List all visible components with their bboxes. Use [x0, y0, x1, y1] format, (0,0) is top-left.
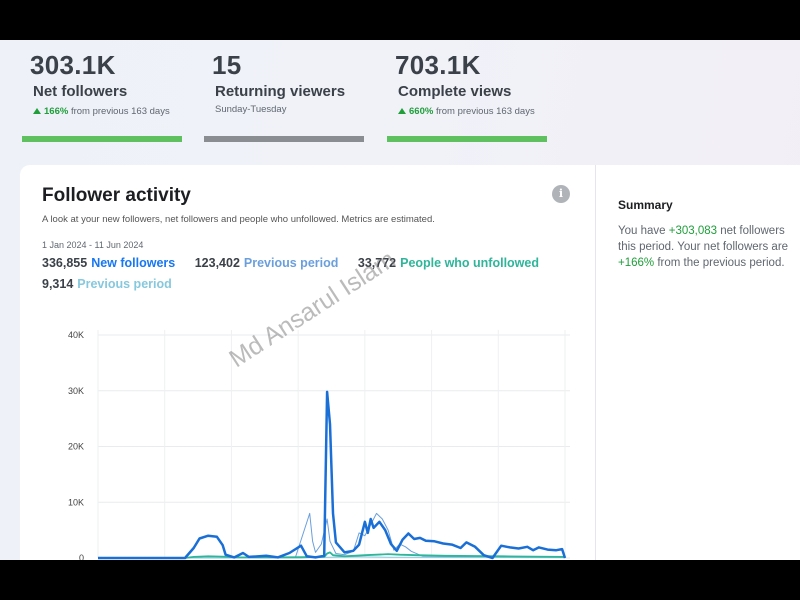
stat-label: Net followers [33, 83, 128, 100]
follower-activity-card: Follower activity i A look at your new f… [20, 165, 595, 560]
stat-value: 15 [212, 50, 242, 80]
legend-row: 9,314 Previous period [42, 277, 172, 291]
y-tick-label: 20K [68, 442, 84, 452]
y-tick-label: 40K [68, 330, 84, 340]
info-icon[interactable]: i [552, 185, 570, 203]
stat-complete-views[interactable]: 703.1K Complete views 660% from previous… [387, 50, 555, 142]
stat-label: Complete views [398, 83, 512, 100]
stat-change-percent: 660% [409, 106, 434, 117]
summary-net-followers-value: +303,083 [668, 225, 718, 237]
y-tick-label: 30K [68, 386, 84, 396]
arrow-up-icon [33, 108, 41, 114]
stat-indicator-bar [22, 136, 182, 142]
legend-value: 336,855 [42, 256, 88, 270]
legend-item-previous-period[interactable]: 123,402 Previous period [195, 256, 339, 270]
screen: 303.1K Net followers 166% from previous … [0, 40, 800, 560]
legend-value: 9,314 [42, 277, 74, 291]
date-range: 1 Jan 2024 - 11 Jun 2024 [42, 240, 144, 250]
summary-text-part: from the previous period. [654, 257, 785, 269]
legend-label: Previous period [77, 277, 172, 291]
legend-item-new-followers[interactable]: 336,855 New followers [42, 256, 175, 270]
stat-change-text: from previous 163 days [435, 106, 535, 117]
card-description: A look at your new followers, net follow… [42, 214, 435, 225]
series-line [98, 390, 567, 560]
legend-value: 33,772 [357, 256, 397, 270]
series-line [98, 512, 566, 559]
stat-subtext: Sunday-Tuesday [215, 104, 287, 115]
stat-indicator-bar [387, 136, 547, 142]
legend-item-unfollowed[interactable]: 33,772 People who unfollowed [358, 256, 539, 270]
legend-label: People who unfollowed [400, 256, 539, 270]
stat-value: 703.1K [395, 50, 481, 80]
legend-row: 336,855 New followers 123,402 Previous per… [42, 256, 539, 270]
summary-percent-change: +166% [618, 257, 655, 269]
stat-change: 166% from previous 163 days [33, 106, 190, 117]
legend-label: Previous period [243, 256, 339, 270]
y-tick-label: 10K [68, 497, 84, 507]
stat-returning-viewers[interactable]: 15 Returning viewers Sunday-Tuesday [204, 50, 372, 142]
stat-net-followers[interactable]: 303.1K Net followers 166% from previous … [22, 50, 190, 142]
stat-change: 660% from previous 163 days [398, 106, 555, 117]
stat-change-text: from previous 163 days [70, 106, 170, 117]
stat-label: Returning viewers [215, 83, 346, 100]
card-title: Follower activity [42, 185, 191, 206]
series-line [98, 551, 566, 559]
legend-value: 123,402 [194, 256, 240, 270]
y-tick-label: 0 [79, 553, 84, 560]
summary-text: You have +303,083 net followers this per… [618, 223, 793, 271]
summary-title: Summary [618, 198, 673, 212]
stat-indicator-bar [204, 136, 364, 142]
summary-text-part: You have [618, 225, 669, 237]
legend-label: New followers [91, 256, 176, 270]
summary-text-part: net followers this period. Your net foll… [618, 225, 789, 253]
legend-item-unfollowed-previous-period[interactable]: 9,314 Previous period [42, 277, 172, 291]
stat-change-percent: 166% [44, 106, 69, 117]
arrow-up-icon [398, 108, 406, 114]
stat-value: 303.1K [30, 50, 116, 80]
summary-panel: Summary You have +303,083 net followers … [595, 165, 800, 560]
